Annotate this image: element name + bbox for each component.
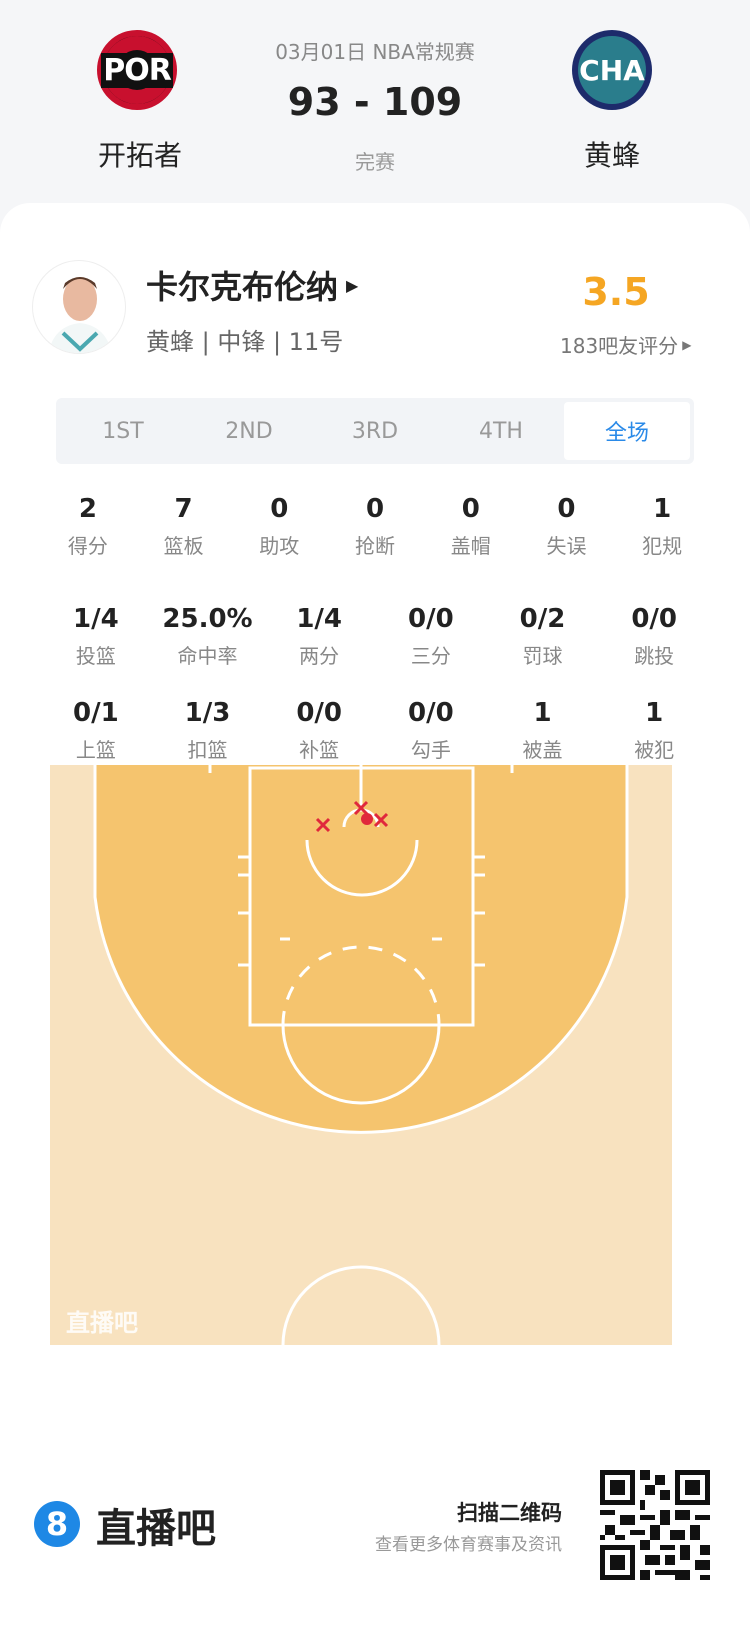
stats-row-shooting: 1/4 投篮 25.0% 命中率 1/4 两分 0/0 三分 0/2 罚球 0/0 跳投 — [40, 604, 710, 669]
stat-value: 2 — [78, 494, 97, 524]
stat-label: 扣篮 — [187, 738, 228, 762]
stat-jumpshot: 0/0 跳投 — [598, 604, 710, 669]
stats-row-basic: 2 得分 7 篮板 0 助攻 0 抢断 0 盖帽 0 失误 1 犯规 — [40, 494, 710, 559]
stat-label: 投篮 — [75, 644, 116, 668]
stat-blocked: 1 被盖 — [487, 698, 599, 763]
stat-value: 1/4 — [72, 604, 119, 634]
tab-full-game[interactable]: 全场 — [564, 402, 690, 460]
stat-label: 抢断 — [355, 534, 396, 558]
stat-label: 罚球 — [522, 644, 563, 668]
stat-label: 补篮 — [299, 738, 340, 762]
stat-value: 0/2 — [519, 604, 566, 634]
away-team-name[interactable]: 黄蜂 — [583, 139, 640, 172]
cha-team-logo[interactable]: CHA — [572, 30, 652, 110]
stat-ft: 0/2 罚球 — [487, 604, 599, 669]
missed-shot-marker[interactable] — [315, 817, 331, 833]
tab-4th[interactable]: 4TH — [479, 418, 523, 444]
stat-steals: 0 抢断 — [327, 494, 423, 559]
stat-value: 0 — [365, 494, 385, 524]
stat-label: 助攻 — [259, 534, 300, 558]
missed-shot-marker[interactable] — [373, 812, 389, 828]
stat-fg: 1/4 投篮 — [40, 604, 152, 669]
stat-fg-pct: 25.0% 命中率 — [152, 604, 264, 669]
stat-hook: 0/0 勾手 — [375, 698, 487, 763]
stat-2pt: 1/4 两分 — [263, 604, 375, 669]
qr-code[interactable] — [600, 1470, 710, 1580]
stat-value: 1 — [645, 698, 664, 728]
stat-value: 0/0 — [408, 604, 454, 634]
game-score: 93 - 109 — [287, 80, 463, 124]
stat-value: 0/0 — [408, 698, 454, 728]
stat-label: 两分 — [299, 644, 340, 668]
scan-qr-title: 扫描二维码 — [457, 1501, 562, 1525]
home-team-name[interactable]: 开拓者 — [97, 139, 182, 172]
player-name-link[interactable]: 卡尔克布伦纳 ▶ — [146, 262, 358, 308]
stat-value: 0/0 — [296, 698, 343, 728]
stat-value: 25.0% — [162, 604, 253, 634]
tab-2nd[interactable]: 2ND — [225, 418, 273, 444]
stat-label: 跳投 — [634, 644, 675, 668]
player-photo-icon — [48, 277, 112, 353]
stat-label: 被犯 — [634, 738, 675, 762]
shot-chart: 直播吧 — [50, 765, 672, 1346]
stat-label: 勾手 — [410, 738, 451, 762]
stat-rebounds: 7 篮板 — [136, 494, 232, 559]
stat-value: 1 — [653, 494, 672, 524]
stat-3pt: 0/0 三分 — [375, 604, 487, 669]
stat-blocks: 0 盖帽 — [423, 494, 519, 559]
stat-label: 盖帽 — [450, 534, 491, 558]
stat-layup: 0/1 上篮 — [40, 698, 152, 763]
caret-right-icon: ▶ — [346, 275, 359, 295]
stat-label: 命中率 — [177, 644, 238, 668]
stat-dunk: 1/3 扣篮 — [152, 698, 264, 763]
stat-label: 犯规 — [642, 534, 683, 558]
stat-value: 1/3 — [184, 698, 231, 728]
stat-fouled: 1 被犯 — [598, 698, 710, 763]
stat-label: 上篮 — [75, 738, 116, 762]
stat-label: 篮板 — [163, 534, 204, 558]
player-meta: 黄蜂 | 中锋 | 11号 — [146, 328, 344, 356]
missed-shot-marker[interactable] — [353, 800, 369, 816]
stat-label: 被盖 — [522, 738, 563, 762]
stat-value: 0 — [461, 494, 480, 524]
stat-value: 1/4 — [296, 604, 343, 634]
scan-qr-subtitle: 查看更多体育赛事及资讯 — [375, 1535, 562, 1555]
player-rating: 3.5 — [582, 270, 650, 314]
stats-row-shot-types: 0/1 上篮 1/3 扣篮 0/0 补篮 0/0 勾手 1 被盖 1 被犯 — [40, 698, 710, 763]
caret-right-icon: ▶ — [682, 337, 692, 352]
por-team-logo[interactable]: POR — [97, 30, 177, 110]
period-tabs: 1ST 2ND 3RD 4TH 全场 — [56, 398, 694, 464]
rating-link[interactable]: 183吧友评分 ▶ — [560, 330, 691, 359]
stat-label: 失误 — [546, 534, 587, 558]
player-avatar[interactable] — [32, 260, 126, 354]
rating-count: 183吧友评分 — [560, 334, 679, 358]
three-point-area — [95, 765, 627, 1133]
tab-3rd[interactable]: 3RD — [351, 418, 399, 444]
game-date-league: 03月01日 NBA常规赛 — [275, 40, 475, 64]
made-shot-marker[interactable] — [361, 813, 373, 825]
stat-value: 0 — [557, 494, 576, 524]
court-watermark: 直播吧 — [66, 1309, 138, 1337]
stat-value: 1 — [533, 698, 552, 728]
brand-logo-icon: 8 — [34, 1501, 80, 1547]
stat-value: 0/1 — [72, 698, 119, 728]
missed-shot-markers — [315, 800, 389, 833]
player-name: 卡尔克布伦纳 — [146, 268, 339, 306]
qr-code-icon — [600, 1470, 710, 1580]
stat-assists: 0 助攻 — [231, 494, 327, 559]
stat-fouls: 1 犯规 — [614, 494, 710, 559]
brand-name: 直播吧 — [96, 1506, 216, 1552]
stat-points: 2 得分 — [40, 494, 136, 559]
stat-label: 三分 — [410, 644, 451, 668]
stat-value: 0 — [270, 494, 289, 524]
stat-label: 得分 — [67, 534, 108, 558]
game-status: 完赛 — [355, 150, 395, 174]
stat-value: 7 — [174, 494, 193, 524]
court-svg — [50, 765, 672, 1346]
tab-1st[interactable]: 1ST — [102, 418, 144, 444]
stat-putback: 0/0 补篮 — [263, 698, 375, 763]
stat-turnovers: 0 失误 — [519, 494, 615, 559]
court-lines — [93, 765, 629, 1346]
stat-value: 0/0 — [631, 604, 678, 634]
